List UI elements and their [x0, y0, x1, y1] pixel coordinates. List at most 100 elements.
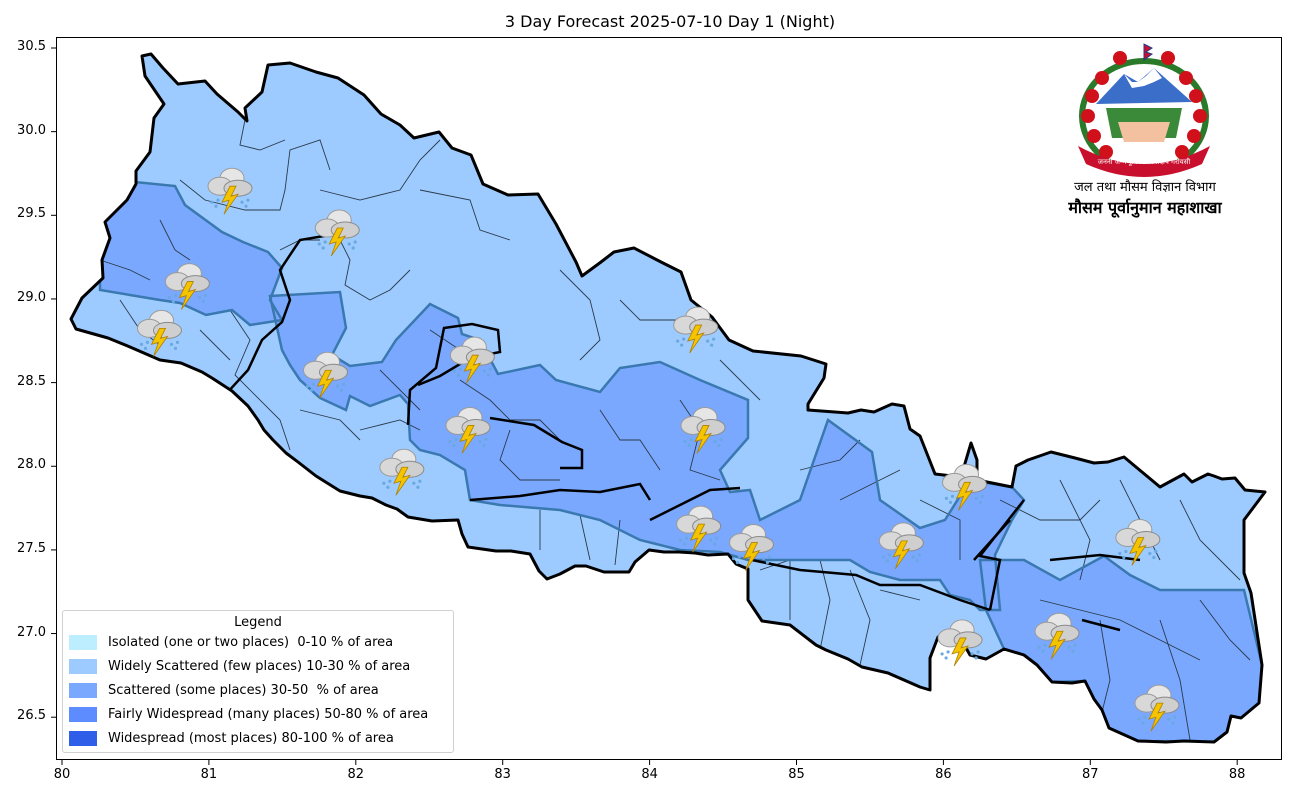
- district-line: [379, 369, 421, 411]
- legend-label: Scattered (some places) 30-50 % of area: [108, 682, 379, 698]
- legend: Legend Isolated (one or two places) 0-10…: [62, 610, 454, 753]
- legend-swatch: [69, 634, 97, 650]
- district-line: [619, 299, 680, 321]
- district-line: [839, 469, 901, 501]
- province-line: [489, 416, 584, 470]
- legend-entry: Fairly Widespread (many places) 50-80 % …: [69, 702, 453, 726]
- province-line: [649, 486, 741, 522]
- district-line: [999, 499, 1101, 521]
- emblem-motto: जननी जन्मभूमिश्च स्वर्गादपि गरीयसी: [1098, 157, 1191, 166]
- province-line: [973, 519, 1011, 561]
- district-line: [359, 419, 421, 431]
- district-line: [159, 219, 191, 261]
- division-name: मौसम पूर्वानुमान महाशाखा: [1068, 198, 1222, 217]
- zone-edge: [98, 180, 285, 327]
- district-line: [969, 659, 1021, 701]
- district-line: [579, 514, 591, 561]
- province-line: [469, 482, 652, 502]
- thunderstorm-rain-icon: [1034, 612, 1080, 660]
- district-line: [1019, 659, 1031, 701]
- district-line: [679, 399, 721, 481]
- zone-edge: [268, 290, 1026, 612]
- district-line: [229, 309, 291, 451]
- district-line: [239, 119, 286, 151]
- y-tick-label: 30.5: [17, 39, 46, 54]
- legend-label: Widely Scattered (few places) 10-30 % of…: [108, 658, 411, 674]
- district-line: [429, 329, 461, 351]
- x-tick-label: 86: [935, 767, 952, 782]
- y-tick-label: 28.5: [17, 373, 46, 389]
- thunderstorm-rain-icon: [445, 406, 491, 454]
- legend-entry: Widely Scattered (few places) 10-30 % of…: [69, 654, 453, 678]
- district-line: [1199, 599, 1251, 661]
- legend-entry: Scattered (some places) 30-50 % of area: [69, 678, 453, 702]
- x-tick-label: 83: [494, 767, 511, 782]
- thunderstorm-rain-icon: [164, 263, 210, 310]
- province-line: [1081, 618, 1121, 632]
- district-line: [614, 519, 621, 566]
- district-line: [849, 569, 871, 666]
- legend-label: Isolated (one or two places) 0-10 % of a…: [108, 634, 394, 650]
- province-line: [225, 233, 331, 395]
- zone-scattered-farwest[interactable]: [100, 182, 282, 325]
- district-line: [329, 219, 411, 301]
- x-tick-label: 80: [53, 767, 71, 782]
- legend-label: Fairly Widespread (many places) 50-80 % …: [108, 706, 429, 722]
- y-tick-label: 30.0: [17, 122, 46, 138]
- x-tick-label: 84: [641, 767, 658, 782]
- x-tick-label: 81: [200, 767, 218, 782]
- district-line: [419, 189, 511, 241]
- thunderstorm-rain-icon: [878, 522, 924, 570]
- y-tick-label: 27.0: [17, 624, 46, 640]
- legend-swatch: [69, 730, 97, 746]
- y-tick-label: 29.0: [17, 289, 46, 305]
- district-line: [559, 269, 601, 361]
- district-line: [499, 429, 560, 481]
- legend-entry: Isolated (one or two places) 0-10 % of a…: [69, 630, 453, 654]
- y-tick-label: 27.5: [17, 540, 46, 556]
- thunderstorm-rain-icon: [314, 209, 360, 257]
- district-line: [1179, 499, 1241, 581]
- y-tick-label: 28.0: [17, 457, 46, 473]
- thunderstorm-rain-icon: [1134, 684, 1180, 732]
- x-tick-label: 85: [788, 767, 805, 782]
- x-tick-label: 82: [347, 767, 365, 782]
- thunderstorm-rain-icon: [676, 505, 722, 553]
- province-line: [751, 558, 991, 612]
- district-line: [919, 499, 961, 560]
- district-line: [1159, 619, 1191, 741]
- district-line: [99, 259, 151, 281]
- legend-swatch: [69, 682, 97, 698]
- thunderstorm-rain-icon: [379, 448, 425, 496]
- district-line: [1039, 599, 1201, 661]
- x-tick-label: 87: [1082, 767, 1099, 782]
- nepal-emblem: जननी जन्मभूमिश्च स्वर्गादपि गरीयसी: [1078, 43, 1210, 177]
- thunderstorm-rain-icon: [207, 167, 253, 215]
- district-line: [299, 409, 361, 441]
- district-line: [719, 359, 761, 401]
- axis-ticks: [51, 47, 1238, 765]
- y-tick-label: 26.5: [17, 708, 46, 724]
- thunderstorm-rain-icon: [449, 336, 495, 384]
- district-line: [879, 589, 921, 601]
- thunderstorm-rain-icon: [1115, 519, 1161, 566]
- district-boundaries: [99, 119, 1251, 741]
- province-line: [1049, 553, 1141, 562]
- district-line: [199, 329, 231, 361]
- thunderstorm-rain-icon: [302, 351, 348, 399]
- legend-entries: Isolated (one or two places) 0-10 % of a…: [63, 630, 453, 750]
- district-line: [1099, 619, 1111, 721]
- plot-frame: [56, 37, 1282, 760]
- district-line: [319, 139, 441, 201]
- legend-swatch: [69, 706, 97, 722]
- thunderstorm-rain-icon: [728, 524, 774, 571]
- department-name: जल तथा मौसम विज्ञान विभाग: [1074, 180, 1216, 195]
- legend-entry: Widespread (most places) 80-100 % of are…: [69, 726, 453, 750]
- y-tick-label: 29.5: [17, 206, 46, 222]
- district-line: [599, 409, 661, 471]
- district-line: [799, 439, 861, 471]
- legend-swatch: [69, 658, 97, 674]
- storm-icons: [136, 167, 1180, 732]
- legend-title: Legend: [234, 615, 282, 630]
- thunderstorm-rain-icon: [937, 619, 983, 667]
